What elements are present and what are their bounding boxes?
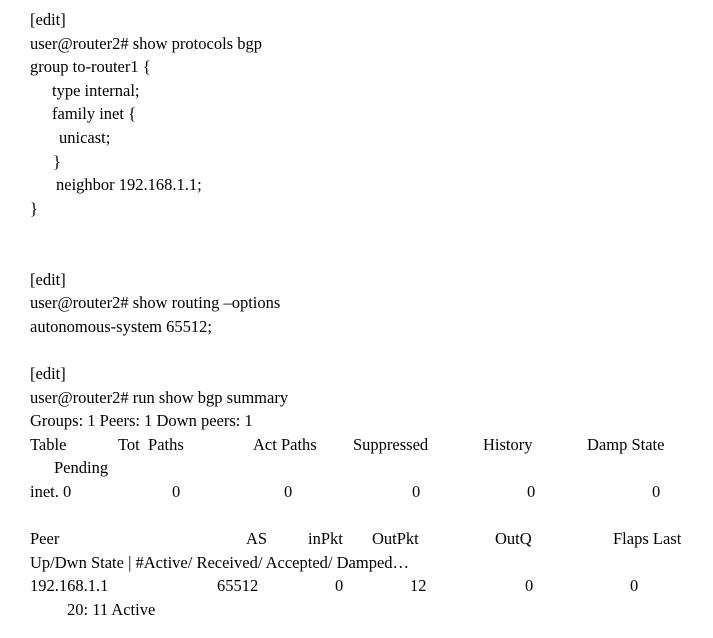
cli-line-command-1: user@router2# show protocols bgp [0, 32, 713, 56]
col-header-peer: Peer [30, 529, 60, 549]
cli-line-type: type internal; [0, 79, 713, 103]
col-header-act-paths: Act Paths [253, 434, 317, 454]
cli-line-neighbor: neighbor 192.168.1.1; [0, 173, 713, 197]
cli-line-command-3: user@router2# run show bgp summary [0, 386, 713, 410]
peer-data-row: 192.168.1.1 65512 0 12 0 0 [0, 574, 713, 598]
col-header-updwn-state: Up/Dwn State | #Active/ Received/ Accept… [30, 552, 410, 572]
cli-line-unicast: unicast; [0, 126, 713, 150]
peer-table-header-row: Peer AS inPkt OutPkt OutQ Flaps Last [0, 527, 713, 551]
col-header-flaps-last: Flaps Last [613, 529, 682, 549]
peer-inpkt-cell: 0 [335, 576, 344, 596]
peer-state-row: 20: 11 Active [0, 598, 713, 622]
col-header-history: History [483, 434, 533, 454]
peer-state-cell: 20: 11 Active [67, 599, 156, 619]
config-family-inet-close: } [53, 151, 61, 171]
command-show-routing-options: user@router2# show routing –options [30, 293, 281, 313]
inet-damp-state-cell: 0 [652, 481, 661, 501]
col-header-inpkt: inPkt [308, 529, 343, 549]
col-header-outq: OutQ [495, 529, 532, 549]
peer-outpkt-cell: 12 [410, 576, 427, 596]
edit-prompt: [edit] [30, 10, 66, 29]
peer-outq-cell: 0 [525, 576, 534, 596]
cli-line-edit-3: [edit] [0, 362, 713, 386]
peer-as-cell: 65512 [217, 576, 259, 596]
inet-table-cell: inet. 0 [30, 481, 72, 501]
edit-prompt: [edit] [30, 363, 66, 383]
cli-line-groups-peers: Groups: 1 Peers: 1 Down peers: 1 [0, 409, 713, 433]
blank-line [0, 503, 713, 527]
peer-table-subheader-row: Up/Dwn State | #Active/ Received/ Accept… [0, 551, 713, 575]
cli-line-command-2: user@router2# show routing –options [0, 291, 713, 315]
config-neighbor: neighbor 192.168.1.1; [56, 175, 202, 195]
command-run-show-bgp-summary: user@router2# run show bgp summary [30, 387, 289, 407]
col-header-tot-paths: Tot Paths [118, 434, 184, 454]
cli-line-family-close: } [0, 150, 713, 174]
col-header-pending: Pending [54, 458, 109, 478]
col-header-table: Table [30, 434, 67, 454]
command-show-protocols-bgp: user@router2# show protocols bgp [30, 33, 262, 53]
config-group-open: group to-router1 { [30, 57, 151, 77]
cli-line-autonomous-system: autonomous-system 65512; [0, 315, 713, 339]
edit-prompt: [edit] [30, 269, 66, 289]
cli-line-group-open: group to-router1 { [0, 55, 713, 79]
summary-pending-row: Pending [0, 456, 713, 480]
config-family-inet-open: family inet { [52, 104, 136, 124]
cli-line-edit-2: [edit] [0, 268, 713, 292]
col-header-as: AS [246, 529, 268, 549]
config-unicast: unicast; [59, 127, 111, 147]
col-header-suppressed: Suppressed [353, 434, 429, 454]
cli-line-edit-1: [edit] [0, 8, 713, 32]
cli-line-group-close: } [0, 197, 713, 221]
config-type-internal: type internal; [52, 80, 140, 100]
peer-flaps-cell: 0 [630, 576, 639, 596]
summary-groups-peers: Groups: 1 Peers: 1 Down peers: 1 [30, 411, 253, 431]
inet-tot-paths-cell: 0 [172, 481, 181, 501]
blank-line [0, 338, 713, 362]
inet-act-paths-cell: 0 [284, 481, 293, 501]
col-header-damp-state: Damp State [587, 434, 665, 454]
inet-history-cell: 0 [527, 481, 536, 501]
peer-address-cell: 192.168.1.1 [30, 576, 109, 596]
summary-table-header-row: Table Tot Paths Act Paths Suppressed His… [0, 433, 713, 457]
summary-inet-row: inet. 0 0 0 0 0 0 [0, 480, 713, 504]
cli-line-family-open: family inet { [0, 102, 713, 126]
blank-line [0, 220, 713, 244]
col-header-outpkt: OutPkt [372, 529, 419, 549]
inet-suppressed-cell: 0 [412, 481, 421, 501]
config-group-close: } [30, 198, 38, 218]
config-autonomous-system: autonomous-system 65512; [30, 316, 212, 336]
blank-line [0, 244, 713, 268]
